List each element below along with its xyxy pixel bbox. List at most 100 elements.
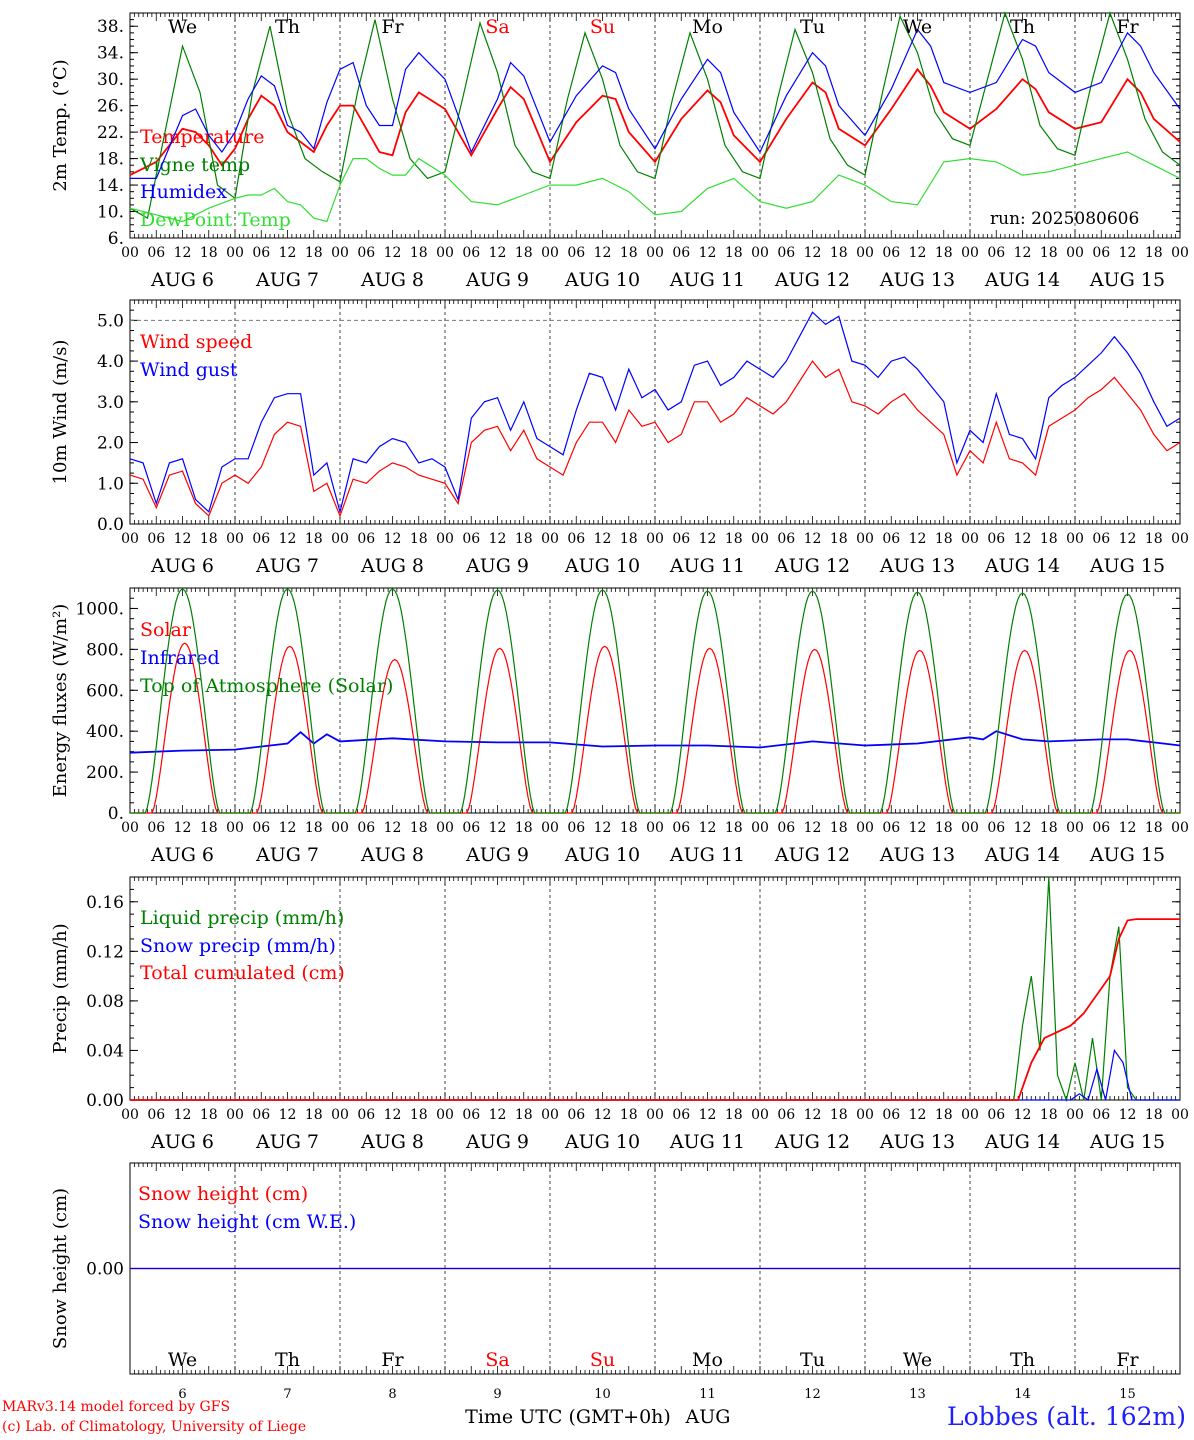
day-number-label: 12 <box>804 1387 821 1402</box>
y-tick-label: 18. <box>97 150 124 170</box>
legend-entry: Infrared <box>140 647 220 669</box>
hour-tick-label: 12 <box>174 245 192 261</box>
date-label: AUG 10 <box>564 1131 640 1153</box>
y-tick-label: 30. <box>97 70 124 90</box>
date-label: AUG 9 <box>465 844 529 866</box>
hour-tick-label: 00 <box>751 531 769 547</box>
hour-tick-label: 00 <box>751 1107 769 1123</box>
legend-entry: DewPoint Temp <box>140 209 291 231</box>
hour-tick-label: 18 <box>1040 1107 1058 1123</box>
weekday-label: Th <box>1010 1349 1035 1371</box>
date-label: AUG 8 <box>360 1131 424 1153</box>
date-label: AUG 9 <box>465 1131 529 1153</box>
weekday-label: Th <box>1010 16 1035 38</box>
legend-entry: Wind speed <box>140 331 252 353</box>
date-label: AUG 14 <box>984 1131 1060 1153</box>
weekday-label: Tu <box>800 1349 825 1371</box>
y-tick-label: 600. <box>86 681 124 701</box>
weekday-label: Fr <box>381 1349 404 1371</box>
hour-tick-label: 12 <box>909 245 927 261</box>
hour-tick-label: 00 <box>961 531 979 547</box>
hour-tick-label: 06 <box>672 1107 690 1123</box>
hour-tick-label: 12 <box>489 1107 507 1123</box>
hour-tick-label: 18 <box>830 531 848 547</box>
hour-tick-label: 18 <box>620 245 638 261</box>
hour-tick-label: 12 <box>279 531 297 547</box>
hour-tick-label: 00 <box>436 245 454 261</box>
weekday-label: Fr <box>1116 1349 1139 1371</box>
hour-tick-label: 12 <box>279 245 297 261</box>
hour-tick-label: 12 <box>594 820 612 836</box>
y-tick-label: 22. <box>97 123 124 143</box>
panel-2: 0.0 1.0 2.0 3.0 4.0 5.0 10m Wind (m/s) Wind spe… <box>50 299 1189 577</box>
hour-tick-label: 06 <box>777 820 795 836</box>
hour-tick-label: 00 <box>1066 531 1084 547</box>
hour-tick-label: 18 <box>200 245 218 261</box>
panel-4: 0.00 0.04 0.08 0.12 0.16 Precip (mm/h) Liquid … <box>50 876 1189 1153</box>
weekday-label: Mo <box>692 16 723 38</box>
hour-tick-label: 06 <box>462 820 480 836</box>
weekday-label: Mo <box>692 1349 723 1371</box>
weekday-label: Fr <box>1116 16 1139 38</box>
hour-tick-label: 12 <box>384 531 402 547</box>
hour-tick-label: 12 <box>489 820 507 836</box>
day-number-label: 13 <box>909 1387 926 1402</box>
hour-tick-label: 00 <box>1171 245 1189 261</box>
hour-tick-label: 12 <box>1119 820 1137 836</box>
weekday-label: Th <box>275 1349 300 1371</box>
hour-tick-label: 18 <box>410 531 428 547</box>
hour-tick-label: 00 <box>331 245 349 261</box>
date-label: AUG 6 <box>150 269 214 291</box>
date-label: AUG 12 <box>774 269 850 291</box>
date-label: AUG 15 <box>1089 844 1165 866</box>
hour-tick-label: 06 <box>567 820 585 836</box>
hour-tick-label: 18 <box>410 820 428 836</box>
y-tick-label: 0.04 <box>86 1041 124 1061</box>
series-line-total-cumulated-cm- <box>130 918 1180 1101</box>
hour-tick-label: 00 <box>436 531 454 547</box>
hour-tick-label: 12 <box>594 245 612 261</box>
date-label: AUG 13 <box>879 555 955 577</box>
date-label: AUG 6 <box>150 844 214 866</box>
date-label: AUG 9 <box>465 269 529 291</box>
date-label: AUG 12 <box>774 555 850 577</box>
y-tick-label: 0.0 <box>97 515 124 535</box>
legend-entry: Solar <box>140 619 192 641</box>
weekday-label: Sa <box>485 1349 509 1371</box>
weekday-label: Fr <box>381 16 404 38</box>
day-number-label: 9 <box>493 1387 501 1402</box>
series-line-wind-gust <box>129 311 1181 513</box>
legend-entry: Wind gust <box>140 359 238 381</box>
hour-tick-label: 12 <box>279 1107 297 1123</box>
y-tick-label: 14. <box>97 176 124 196</box>
y-tick-label: 800. <box>86 640 124 660</box>
hour-tick-label: 00 <box>541 1107 559 1123</box>
hour-tick-label: 00 <box>856 820 874 836</box>
hour-tick-label: 18 <box>1040 245 1058 261</box>
hour-tick-label: 06 <box>357 820 375 836</box>
hour-tick-label: 18 <box>725 531 743 547</box>
legend-entry: Top of Atmosphere (Solar) <box>140 675 393 697</box>
hour-tick-label: 18 <box>515 531 533 547</box>
hour-tick-label: 06 <box>987 245 1005 261</box>
hour-tick-label: 12 <box>489 531 507 547</box>
weekday-label: Sa <box>485 16 509 38</box>
hour-tick-label: 00 <box>1171 820 1189 836</box>
y-tick-label: 0.12 <box>86 942 124 962</box>
hour-tick-label: 12 <box>804 820 822 836</box>
hour-tick-label: 00 <box>226 820 244 836</box>
y-axis-label: 2m Temp. (°C) <box>50 59 71 191</box>
date-label: AUG 10 <box>564 844 640 866</box>
hour-tick-label: 06 <box>252 820 270 836</box>
hour-tick-label: 12 <box>804 245 822 261</box>
hour-tick-label: 12 <box>699 820 717 836</box>
weekday-label: We <box>168 16 197 38</box>
legend-entry: Snow height (cm W.E.) <box>138 1211 356 1233</box>
y-tick-label: 2.0 <box>97 434 124 454</box>
hour-tick-label: 12 <box>1014 245 1032 261</box>
day-number-label: 11 <box>699 1387 716 1402</box>
hour-tick-label: 12 <box>174 820 192 836</box>
hour-tick-label: 06 <box>882 531 900 547</box>
hour-tick-label: 00 <box>856 245 874 261</box>
hour-tick-label: 06 <box>672 820 690 836</box>
